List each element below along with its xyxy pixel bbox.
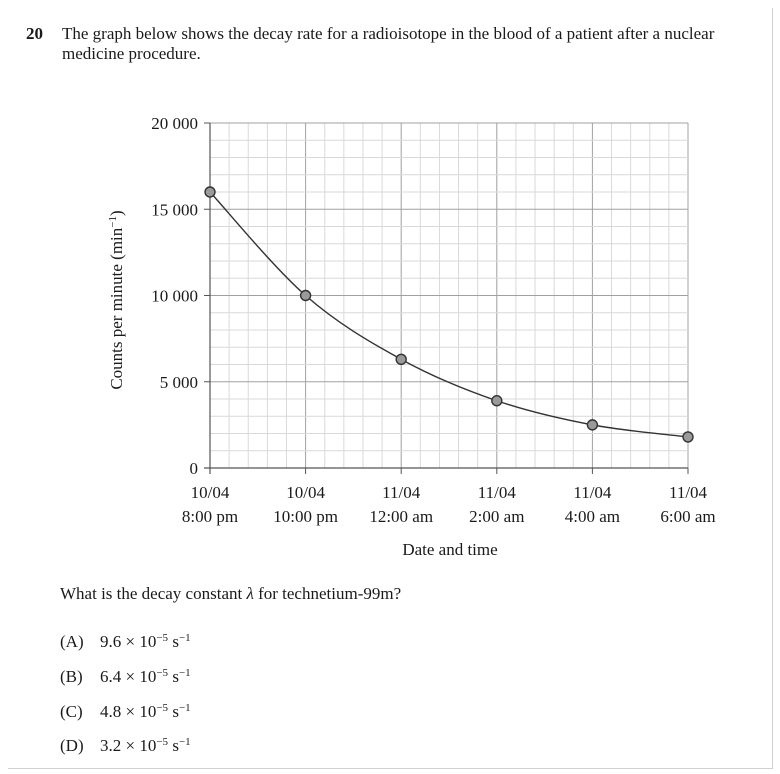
option-b[interactable]: (B) 6.4 × 10−5 s−1 [60,667,191,687]
page-border-bottom [8,768,773,769]
option-mantissa: 6.4 × 10 [100,667,157,686]
x-tick-date-label: 11/04 [478,483,517,502]
data-point [299,289,312,302]
option-unit-exponent: −1 [178,702,191,714]
x-axis-label: Date and time [402,540,497,559]
x-tick-date-label: 10/04 [286,483,325,502]
y-tick-label: 0 [190,459,199,478]
x-tick-time-label: 6:00 am [660,507,715,526]
y-axis-label: Counts per minute (min−1) [107,210,126,389]
lambda-symbol: λ [246,584,254,603]
option-unit: s [168,667,179,686]
data-point [491,395,503,407]
option-letter: (B) [60,667,83,686]
x-tick-date-label: 11/04 [669,483,708,502]
question-prompt: What is the decay constant λ for technet… [60,584,401,604]
x-tick-time-label: 10:00 pm [273,507,338,526]
page-border-right [772,8,773,768]
x-tick-time-label: 8:00 pm [182,507,238,526]
option-mantissa: 4.8 × 10 [100,702,157,721]
prompt-text-before: What is the decay constant [60,584,247,603]
x-tick-date-label: 10/04 [191,483,230,502]
option-unit: s [168,632,179,651]
option-letter: (A) [60,632,84,651]
option-c[interactable]: (C) 4.8 × 10−5 s−1 [60,702,191,722]
decay-rate-chart: 0 5 000 10 000 15 000 20 000 10/04 8:00 pm 10/0… [107,114,716,559]
option-unit-exponent: −1 [178,632,191,644]
question-number: 20 [26,24,43,43]
y-tick-label: 20 000 [151,114,198,133]
option-unit: s [168,702,179,721]
chart-grid [209,122,689,469]
option-d[interactable]: (D) 3.2 × 10−5 s−1 [60,736,191,756]
x-tick-date-label: 11/04 [382,483,421,502]
option-a[interactable]: (A) 9.6 × 10−5 s−1 [60,632,191,652]
x-tick-time-label: 12:00 am [369,507,433,526]
data-point [586,419,599,431]
question-stem: The graph below shows the decay rate for… [62,24,715,63]
prompt-text-after: for technetium-99m? [253,584,402,603]
option-exponent: −5 [156,736,169,748]
data-point [682,431,694,443]
data-point [204,186,216,198]
option-exponent: −5 [156,632,169,644]
option-unit-exponent: −1 [178,667,191,679]
x-tick-date-label: 11/04 [573,483,612,502]
y-axis-label-text: Counts per minute (min [107,227,126,389]
option-letter: (C) [60,702,83,721]
y-tick-label: 5 000 [160,373,198,392]
data-point [395,353,407,366]
decay-curve [209,191,689,438]
y-tick-label: 15 000 [151,200,198,219]
option-letter: (D) [60,736,84,755]
option-mantissa: 3.2 × 10 [100,736,157,755]
option-exponent: −5 [156,702,169,714]
option-unit-exponent: −1 [178,736,191,748]
option-mantissa: 9.6 × 10 [100,632,157,651]
option-exponent: −5 [156,667,169,679]
x-tick-time-label: 4:00 am [565,507,620,526]
y-axis-label-exponent: −1 [107,216,119,228]
y-axis-label-close: ) [107,210,126,216]
y-tick-label: 10 000 [151,287,198,306]
x-tick-time-label: 2:00 am [469,507,524,526]
option-unit: s [168,736,179,755]
